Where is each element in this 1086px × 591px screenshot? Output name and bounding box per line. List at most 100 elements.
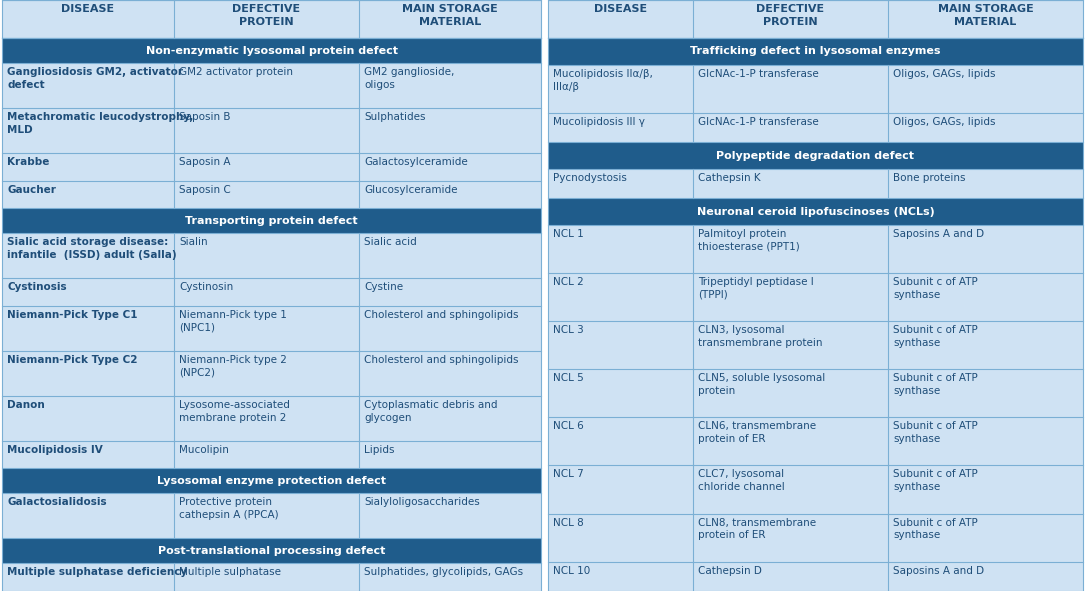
Text: Palmitoyl protein
thioesterase (PPT1): Palmitoyl protein thioesterase (PPT1) [698, 229, 799, 252]
Text: Sialin: Sialin [179, 237, 207, 247]
Text: Sialic acid storage disease:
infantile  (ISSD) adult (Salla): Sialic acid storage disease: infantile (… [7, 237, 177, 260]
Text: Metachromatic leucodystrophy,
MLD: Metachromatic leucodystrophy, MLD [7, 112, 193, 135]
Text: GM2 ganglioside,
oligos: GM2 ganglioside, oligos [364, 67, 454, 90]
Text: Lysosome-associated
membrane protein 2: Lysosome-associated membrane protein 2 [179, 400, 290, 423]
Bar [2, 63, 541, 108]
Text: Subunit c of ATP
synthase: Subunit c of ATP synthase [893, 325, 977, 348]
Bar [548, 65, 1083, 113]
Text: NCL 10: NCL 10 [553, 566, 591, 576]
Text: GlcNAc-1-P transferase: GlcNAc-1-P transferase [698, 69, 819, 79]
Text: NCL 2: NCL 2 [553, 277, 584, 287]
Text: Oligos, GAGs, lipids: Oligos, GAGs, lipids [893, 69, 996, 79]
Bar [2, 396, 541, 441]
Text: CLN5, soluble lysosomal
protein: CLN5, soluble lysosomal protein [698, 374, 825, 396]
Text: Glucosylceramide: Glucosylceramide [364, 184, 457, 194]
Text: GlcNAc-1-P transferase: GlcNAc-1-P transferase [698, 117, 819, 127]
Bar [548, 321, 1083, 369]
Text: CLN6, transmembrane
protein of ER: CLN6, transmembrane protein of ER [698, 421, 816, 444]
Bar [548, 273, 1083, 321]
Text: Non-enzymatic lysosomal protein defect: Non-enzymatic lysosomal protein defect [146, 46, 397, 56]
Text: Protective protein
cathepsin A (PPCA): Protective protein cathepsin A (PPCA) [179, 498, 279, 520]
Text: Polypeptide degradation defect: Polypeptide degradation defect [717, 151, 914, 161]
Bar [548, 0, 1083, 38]
Bar [548, 38, 1083, 65]
Text: Niemann-Pick Type C2: Niemann-Pick Type C2 [7, 355, 138, 365]
Text: MAIN STORAGE
MATERIAL: MAIN STORAGE MATERIAL [402, 4, 497, 27]
Text: Niemann-Pick type 1
(NPC1): Niemann-Pick type 1 (NPC1) [179, 310, 287, 333]
Text: Cystine: Cystine [364, 282, 403, 292]
Text: Niemann-Pick Type C1: Niemann-Pick Type C1 [7, 310, 138, 320]
Bar [548, 38, 1083, 591]
Text: Subunit c of ATP
synthase: Subunit c of ATP synthase [893, 518, 977, 540]
Text: Subunit c of ATP
synthase: Subunit c of ATP synthase [893, 421, 977, 444]
Text: Neuronal ceroid lipofuscinoses (NCLs): Neuronal ceroid lipofuscinoses (NCLs) [696, 207, 934, 217]
Bar [2, 306, 541, 351]
Text: Bone proteins: Bone proteins [893, 173, 965, 183]
Text: GM2 activator protein: GM2 activator protein [179, 67, 293, 77]
Text: Saposins A and D: Saposins A and D [893, 566, 984, 576]
Text: DEFECTIVE
PROTEIN: DEFECTIVE PROTEIN [757, 4, 824, 27]
Text: Krabbe: Krabbe [7, 157, 49, 167]
Bar [548, 199, 1083, 225]
Text: NCL 6: NCL 6 [553, 421, 584, 431]
Text: Niemann-Pick type 2
(NPC2): Niemann-Pick type 2 (NPC2) [179, 355, 287, 378]
Bar [2, 38, 541, 591]
Bar [548, 561, 1083, 591]
Text: MAIN STORAGE
MATERIAL: MAIN STORAGE MATERIAL [937, 4, 1034, 27]
Text: Oligos, GAGs, lipids: Oligos, GAGs, lipids [893, 117, 996, 127]
Bar [2, 153, 541, 181]
Bar [2, 108, 541, 153]
Bar [2, 208, 541, 233]
Bar [2, 441, 541, 469]
Text: Cystinosis: Cystinosis [7, 282, 66, 292]
Text: Transporting protein defect: Transporting protein defect [186, 216, 357, 226]
Text: Gangliosidosis GM2, activator
defect: Gangliosidosis GM2, activator defect [7, 67, 184, 90]
Text: DISEASE: DISEASE [62, 4, 114, 14]
Text: Mucolipidosis III γ: Mucolipidosis III γ [553, 117, 645, 127]
Text: Lysosomal enzyme protection defect: Lysosomal enzyme protection defect [157, 476, 386, 486]
Text: Trafficking defect in lysosomal enzymes: Trafficking defect in lysosomal enzymes [691, 46, 940, 56]
Text: Cholesterol and sphingolipids: Cholesterol and sphingolipids [364, 355, 518, 365]
Text: Cathepsin D: Cathepsin D [698, 566, 762, 576]
Text: DISEASE: DISEASE [594, 4, 647, 14]
Text: NCL 1: NCL 1 [553, 229, 584, 239]
Bar [2, 0, 541, 38]
Text: Saposin C: Saposin C [179, 184, 230, 194]
Bar [548, 369, 1083, 417]
Bar [2, 351, 541, 396]
Text: NCL 7: NCL 7 [553, 469, 584, 479]
Bar [548, 417, 1083, 466]
Bar [2, 493, 541, 538]
Text: Gaucher: Gaucher [7, 184, 55, 194]
Text: Subunit c of ATP
synthase: Subunit c of ATP synthase [893, 374, 977, 396]
Text: Cystinosin: Cystinosin [179, 282, 233, 292]
Text: NCL 5: NCL 5 [553, 374, 584, 384]
Bar [548, 113, 1083, 142]
Text: Saposins A and D: Saposins A and D [893, 229, 984, 239]
Bar [548, 225, 1083, 273]
Bar [2, 181, 541, 208]
Text: Cholesterol and sphingolipids: Cholesterol and sphingolipids [364, 310, 518, 320]
Text: Tripeptidyl peptidase I
(TPPI): Tripeptidyl peptidase I (TPPI) [698, 277, 813, 300]
Text: Mucolipidosis IIα/β,
IIIα/β: Mucolipidosis IIα/β, IIIα/β [553, 69, 653, 92]
Text: Cytoplasmatic debris and
glycogen: Cytoplasmatic debris and glycogen [364, 400, 497, 423]
Text: DEFECTIVE
PROTEIN: DEFECTIVE PROTEIN [232, 4, 301, 27]
Bar [2, 469, 541, 493]
Text: Sialyloligosaccharides: Sialyloligosaccharides [364, 498, 480, 508]
Text: CLN3, lysosomal
transmembrane protein: CLN3, lysosomal transmembrane protein [698, 325, 822, 348]
Text: Pycnodystosis: Pycnodystosis [553, 173, 627, 183]
Text: Danon: Danon [7, 400, 45, 410]
Text: NCL 3: NCL 3 [553, 325, 584, 335]
Text: Multiple sulphatase: Multiple sulphatase [179, 567, 281, 577]
Bar [2, 278, 541, 306]
Bar [2, 538, 541, 563]
Text: Subunit c of ATP
synthase: Subunit c of ATP synthase [893, 469, 977, 492]
Bar [2, 38, 541, 63]
Text: Saposin A: Saposin A [179, 157, 230, 167]
Text: Mucolipidosis IV: Mucolipidosis IV [7, 445, 103, 455]
Bar [548, 169, 1083, 199]
Text: Saposin B: Saposin B [179, 112, 230, 122]
Text: CLC7, lysosomal
chloride channel: CLC7, lysosomal chloride channel [698, 469, 785, 492]
Text: Post-translational processing defect: Post-translational processing defect [157, 546, 386, 556]
Bar [548, 466, 1083, 514]
